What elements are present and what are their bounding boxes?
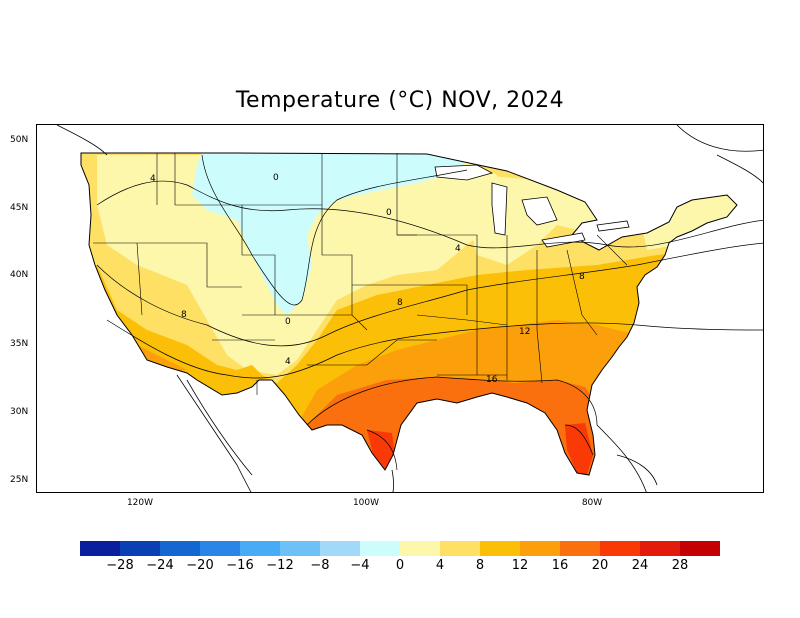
lat-label: 30N bbox=[10, 407, 29, 417]
colorbar-swatch bbox=[240, 541, 280, 556]
lat-label: 50N bbox=[10, 135, 29, 145]
colorbar-swatch bbox=[480, 541, 520, 556]
colorbar-label: 0 bbox=[395, 558, 405, 573]
lat-label: 45N bbox=[10, 203, 29, 213]
state-borders bbox=[93, 153, 628, 395]
colorbar bbox=[80, 541, 720, 556]
colorbar-label: −20 bbox=[186, 558, 214, 573]
contour-label: 8 bbox=[579, 272, 585, 282]
colorbar-label: 8 bbox=[475, 558, 485, 573]
lon-label: 120W bbox=[126, 498, 154, 508]
lat-label: 40N bbox=[10, 270, 29, 280]
colorbar-swatch bbox=[120, 541, 160, 556]
colorbar-label: 16 bbox=[551, 558, 569, 573]
lat-label: 25N bbox=[10, 475, 29, 485]
colorbar-label: 28 bbox=[671, 558, 689, 573]
colorbar-swatch bbox=[640, 541, 680, 556]
contour-lines bbox=[96, 154, 763, 471]
colorbar-swatch bbox=[520, 541, 560, 556]
lake-ontario bbox=[596, 220, 630, 232]
map-title: Temperature (°C) NOV, 2024 bbox=[235, 88, 565, 113]
contour-label: 0 bbox=[273, 173, 279, 183]
band-20-24-florida bbox=[565, 423, 593, 475]
colorbar-swatch bbox=[560, 541, 600, 556]
contour-label: 0 bbox=[285, 317, 291, 327]
band-0-4-northeast bbox=[637, 195, 737, 250]
band-minus4-0 bbox=[192, 153, 467, 315]
colorbar-swatch bbox=[280, 541, 320, 556]
temperature-map: 4 0 0 4 8 0 4 8 8 12 16 bbox=[56, 125, 763, 492]
temperature-bands bbox=[81, 153, 737, 475]
colorbar-label: −16 bbox=[226, 558, 254, 573]
lake-michigan bbox=[491, 182, 508, 236]
lat-label: 35N bbox=[10, 339, 29, 349]
colorbar-label: −24 bbox=[146, 558, 174, 573]
contour-label: 4 bbox=[455, 244, 461, 254]
contour-label-group: 4 0 0 4 8 0 4 8 8 12 16 bbox=[150, 173, 585, 385]
colorbar-label: −12 bbox=[266, 558, 294, 573]
lon-label: 80W bbox=[581, 498, 603, 508]
colorbar-label: −8 bbox=[310, 558, 330, 573]
lake-huron bbox=[521, 196, 558, 226]
colorbar-swatch bbox=[160, 541, 200, 556]
colorbar-swatch bbox=[320, 541, 360, 556]
map-panel: 4 0 0 4 8 0 4 8 8 12 16 bbox=[36, 124, 764, 493]
colorbar-label: −28 bbox=[106, 558, 134, 573]
colorbar-swatch bbox=[440, 541, 480, 556]
contour-label: 8 bbox=[181, 310, 187, 320]
contour-label: 8 bbox=[397, 298, 403, 308]
colorbar-swatch bbox=[680, 541, 720, 556]
contour-label: 4 bbox=[285, 357, 291, 367]
contour-label: 12 bbox=[519, 327, 530, 337]
colorbar-label: −4 bbox=[350, 558, 370, 573]
band-16-20 bbox=[307, 377, 597, 475]
colorbar-label: 24 bbox=[631, 558, 649, 573]
colorbar-swatch bbox=[600, 541, 640, 556]
contour-label: 16 bbox=[486, 375, 498, 385]
colorbar-label: 12 bbox=[511, 558, 529, 573]
colorbar-swatch bbox=[360, 541, 400, 556]
colorbar-swatch bbox=[80, 541, 120, 556]
lon-label: 100W bbox=[352, 498, 380, 508]
colorbar-swatch bbox=[400, 541, 440, 556]
contour-label: 4 bbox=[150, 174, 156, 184]
colorbar-swatch bbox=[200, 541, 240, 556]
colorbar-label: 20 bbox=[591, 558, 609, 573]
contour-label: 0 bbox=[386, 208, 392, 218]
neighbor-coastlines bbox=[56, 125, 763, 492]
colorbar-label: 4 bbox=[435, 558, 445, 573]
great-lakes bbox=[434, 164, 630, 248]
